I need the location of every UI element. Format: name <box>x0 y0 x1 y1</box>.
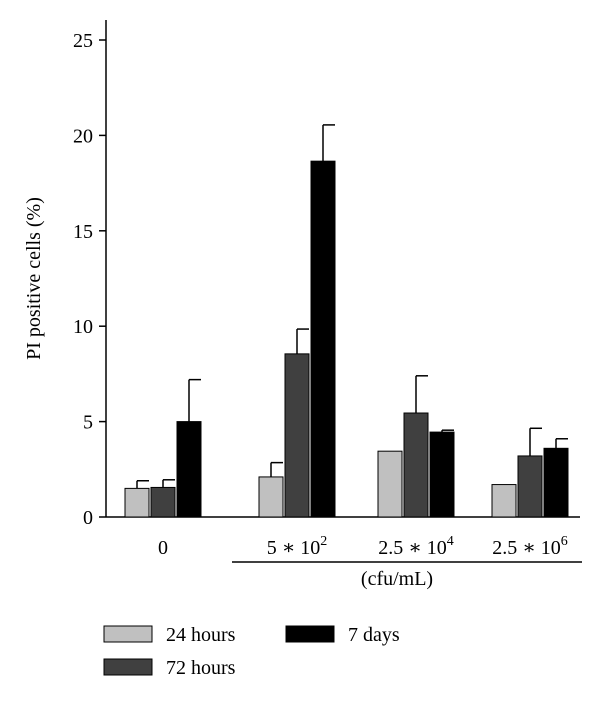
legend-label: 24 hours <box>166 624 236 646</box>
legend-swatch <box>103 658 153 676</box>
legend-label: 72 hours <box>166 657 236 679</box>
bar-7-days-3 <box>543 447 569 518</box>
bar-24-hours-1 <box>258 476 284 518</box>
bar-24-hours-0 <box>124 487 150 518</box>
bar-24-hours-3 <box>491 484 517 518</box>
category-label: 2.5 ∗ 106 <box>492 534 568 559</box>
y-tick-label: 20 <box>73 125 93 147</box>
category-labels: 0 5 ∗ 102 2.5 ∗ 104 2.5 ∗ 106 <box>158 534 568 559</box>
bars <box>124 160 569 518</box>
bar-7-days-0 <box>176 421 202 518</box>
bar-24-hours-2 <box>377 450 403 518</box>
legend: 24 hours 72 hours 7 days <box>103 624 400 679</box>
legend-label: 7 days <box>348 624 400 646</box>
y-tick-label: 0 <box>83 507 93 529</box>
y-tick-label: 5 <box>83 412 93 434</box>
error-bars <box>136 124 568 489</box>
y-tick-label: 15 <box>73 221 93 243</box>
bar-72-hours-0 <box>150 486 176 518</box>
category-label: 2.5 ∗ 104 <box>378 534 454 559</box>
x-unit-label: (cfu/mL) <box>361 568 433 590</box>
legend-swatch <box>285 625 335 643</box>
y-tick-label: 25 <box>73 30 93 52</box>
bar-7-days-1 <box>310 160 336 518</box>
y-axis-label: PI positive cells (%) <box>23 197 45 360</box>
bar-7-days-2 <box>429 431 455 518</box>
bar-72-hours-2 <box>403 412 429 518</box>
bar-72-hours-1 <box>284 353 310 518</box>
category-label: 0 <box>158 537 168 559</box>
y-tick-label: 10 <box>73 316 93 338</box>
bar-72-hours-3 <box>517 455 543 518</box>
legend-swatch <box>103 625 153 643</box>
category-label: 5 ∗ 102 <box>267 534 328 559</box>
